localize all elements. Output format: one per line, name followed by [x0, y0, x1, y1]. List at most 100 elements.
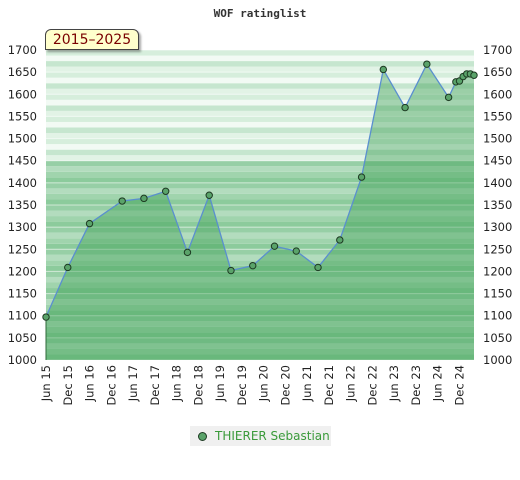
band — [46, 77, 474, 84]
y-tick-label-right: 1000 — [483, 353, 512, 367]
band — [46, 171, 474, 178]
band — [46, 72, 474, 78]
y-tick-label-right: 1400 — [483, 176, 512, 190]
band — [46, 288, 474, 294]
band — [46, 249, 474, 255]
data-point — [64, 263, 72, 272]
x-tick-label: Jun 17 — [126, 365, 140, 402]
band — [46, 105, 474, 111]
band — [46, 199, 474, 205]
data-point — [183, 248, 192, 257]
data-point — [357, 173, 366, 181]
area-fill — [46, 64, 474, 361]
y-tick-label-right: 1200 — [483, 264, 512, 278]
band — [46, 193, 474, 200]
y-tick-label-right: 1050 — [483, 331, 512, 345]
band — [46, 116, 474, 122]
band — [46, 321, 474, 327]
y-tick-label-right: 1650 — [483, 65, 512, 79]
y-tick-label-left: 1250 — [8, 242, 37, 256]
band — [46, 332, 474, 338]
y-tick-label-left: 1700 — [8, 43, 37, 57]
band — [46, 110, 474, 117]
y-tick-label-right: 1500 — [483, 132, 512, 146]
band — [46, 144, 474, 150]
band — [46, 293, 474, 300]
x-tick-label: Dec 19 — [235, 365, 249, 406]
x-tick-label: Dec 16 — [104, 365, 118, 406]
y-axis-left: 1000 1050 1100 1150 1200 1250 1300 1350 1400 1450… — [8, 43, 37, 367]
legend-marker — [198, 431, 207, 441]
legend: THIERER Sebastian — [190, 426, 331, 446]
x-tick-label: Jun 22 — [344, 365, 358, 402]
gridlines — [46, 49, 474, 361]
legend-label: THIERER Sebastian — [215, 429, 330, 443]
y-tick-label-right: 1150 — [483, 287, 512, 301]
y-tick-label-left: 1550 — [8, 109, 37, 123]
band — [46, 227, 474, 233]
band — [46, 133, 474, 139]
band — [46, 210, 474, 217]
x-tick-label: Dec 15 — [61, 365, 75, 406]
y-tick-label-left: 1400 — [8, 176, 37, 190]
x-tick-label: Jun 19 — [213, 365, 227, 402]
band — [46, 216, 474, 222]
x-tick-label: Jun 18 — [170, 365, 184, 402]
band — [46, 243, 474, 250]
band — [46, 99, 474, 106]
y-tick-label-left: 1300 — [8, 220, 37, 234]
chart-title: WOF ratinglist — [214, 7, 307, 20]
x-tick-label: Dec 22 — [365, 365, 379, 406]
y-tick-label-right: 1600 — [483, 87, 512, 101]
band — [46, 304, 474, 311]
data-point — [161, 187, 170, 195]
band — [46, 221, 474, 228]
band — [46, 265, 474, 272]
band — [46, 315, 474, 322]
data-point — [118, 197, 126, 205]
y-tick-label-left: 1000 — [8, 353, 37, 367]
band — [46, 310, 474, 316]
data-point — [205, 191, 213, 199]
band — [46, 238, 474, 244]
data-point — [336, 236, 344, 244]
band — [46, 50, 474, 56]
x-tick-label: Jun 24 — [431, 365, 445, 402]
x-tick-label: Dec 24 — [452, 365, 466, 406]
band — [46, 260, 474, 266]
background-bands — [46, 50, 474, 360]
data-point — [140, 194, 148, 203]
data-point — [292, 247, 300, 255]
band — [46, 188, 474, 194]
y-tick-label-left: 1650 — [8, 65, 37, 79]
data-point — [249, 261, 257, 270]
period-label: 2015–2025 — [45, 29, 139, 50]
data-point — [470, 71, 478, 79]
band — [46, 182, 474, 189]
band — [46, 127, 474, 134]
y-tick-label-right: 1450 — [483, 154, 512, 168]
band — [46, 337, 474, 344]
y-tick-label-left: 1200 — [8, 264, 37, 278]
data-point — [444, 93, 453, 102]
band — [46, 232, 474, 239]
band — [46, 61, 474, 67]
y-tick-label-right: 1700 — [483, 43, 512, 57]
rating-points — [42, 60, 478, 321]
y-tick-label-left: 1050 — [8, 331, 37, 345]
x-tick-label: Jun 23 — [387, 365, 401, 402]
band — [46, 66, 474, 73]
x-tick-label: Jun 15 — [39, 365, 53, 402]
x-tick-label: Jun 21 — [300, 365, 314, 402]
y-axis-right: 1000 1050 1100 1150 1200 1250 1300 1350 1400 1450… — [483, 43, 512, 367]
x-axis: Jun 15 Dec 15 Jun 16 Dec 16 Jun 17 Dec 17 Jun … — [39, 365, 466, 406]
band — [46, 299, 474, 305]
band — [46, 282, 474, 289]
x-tick-label: Dec 23 — [409, 365, 423, 406]
band — [46, 254, 474, 261]
x-tick-label: Jun 20 — [257, 365, 271, 402]
data-point — [227, 266, 235, 275]
x-tick-label: Jun 16 — [83, 365, 97, 402]
x-tick-label: Dec 20 — [278, 365, 292, 406]
